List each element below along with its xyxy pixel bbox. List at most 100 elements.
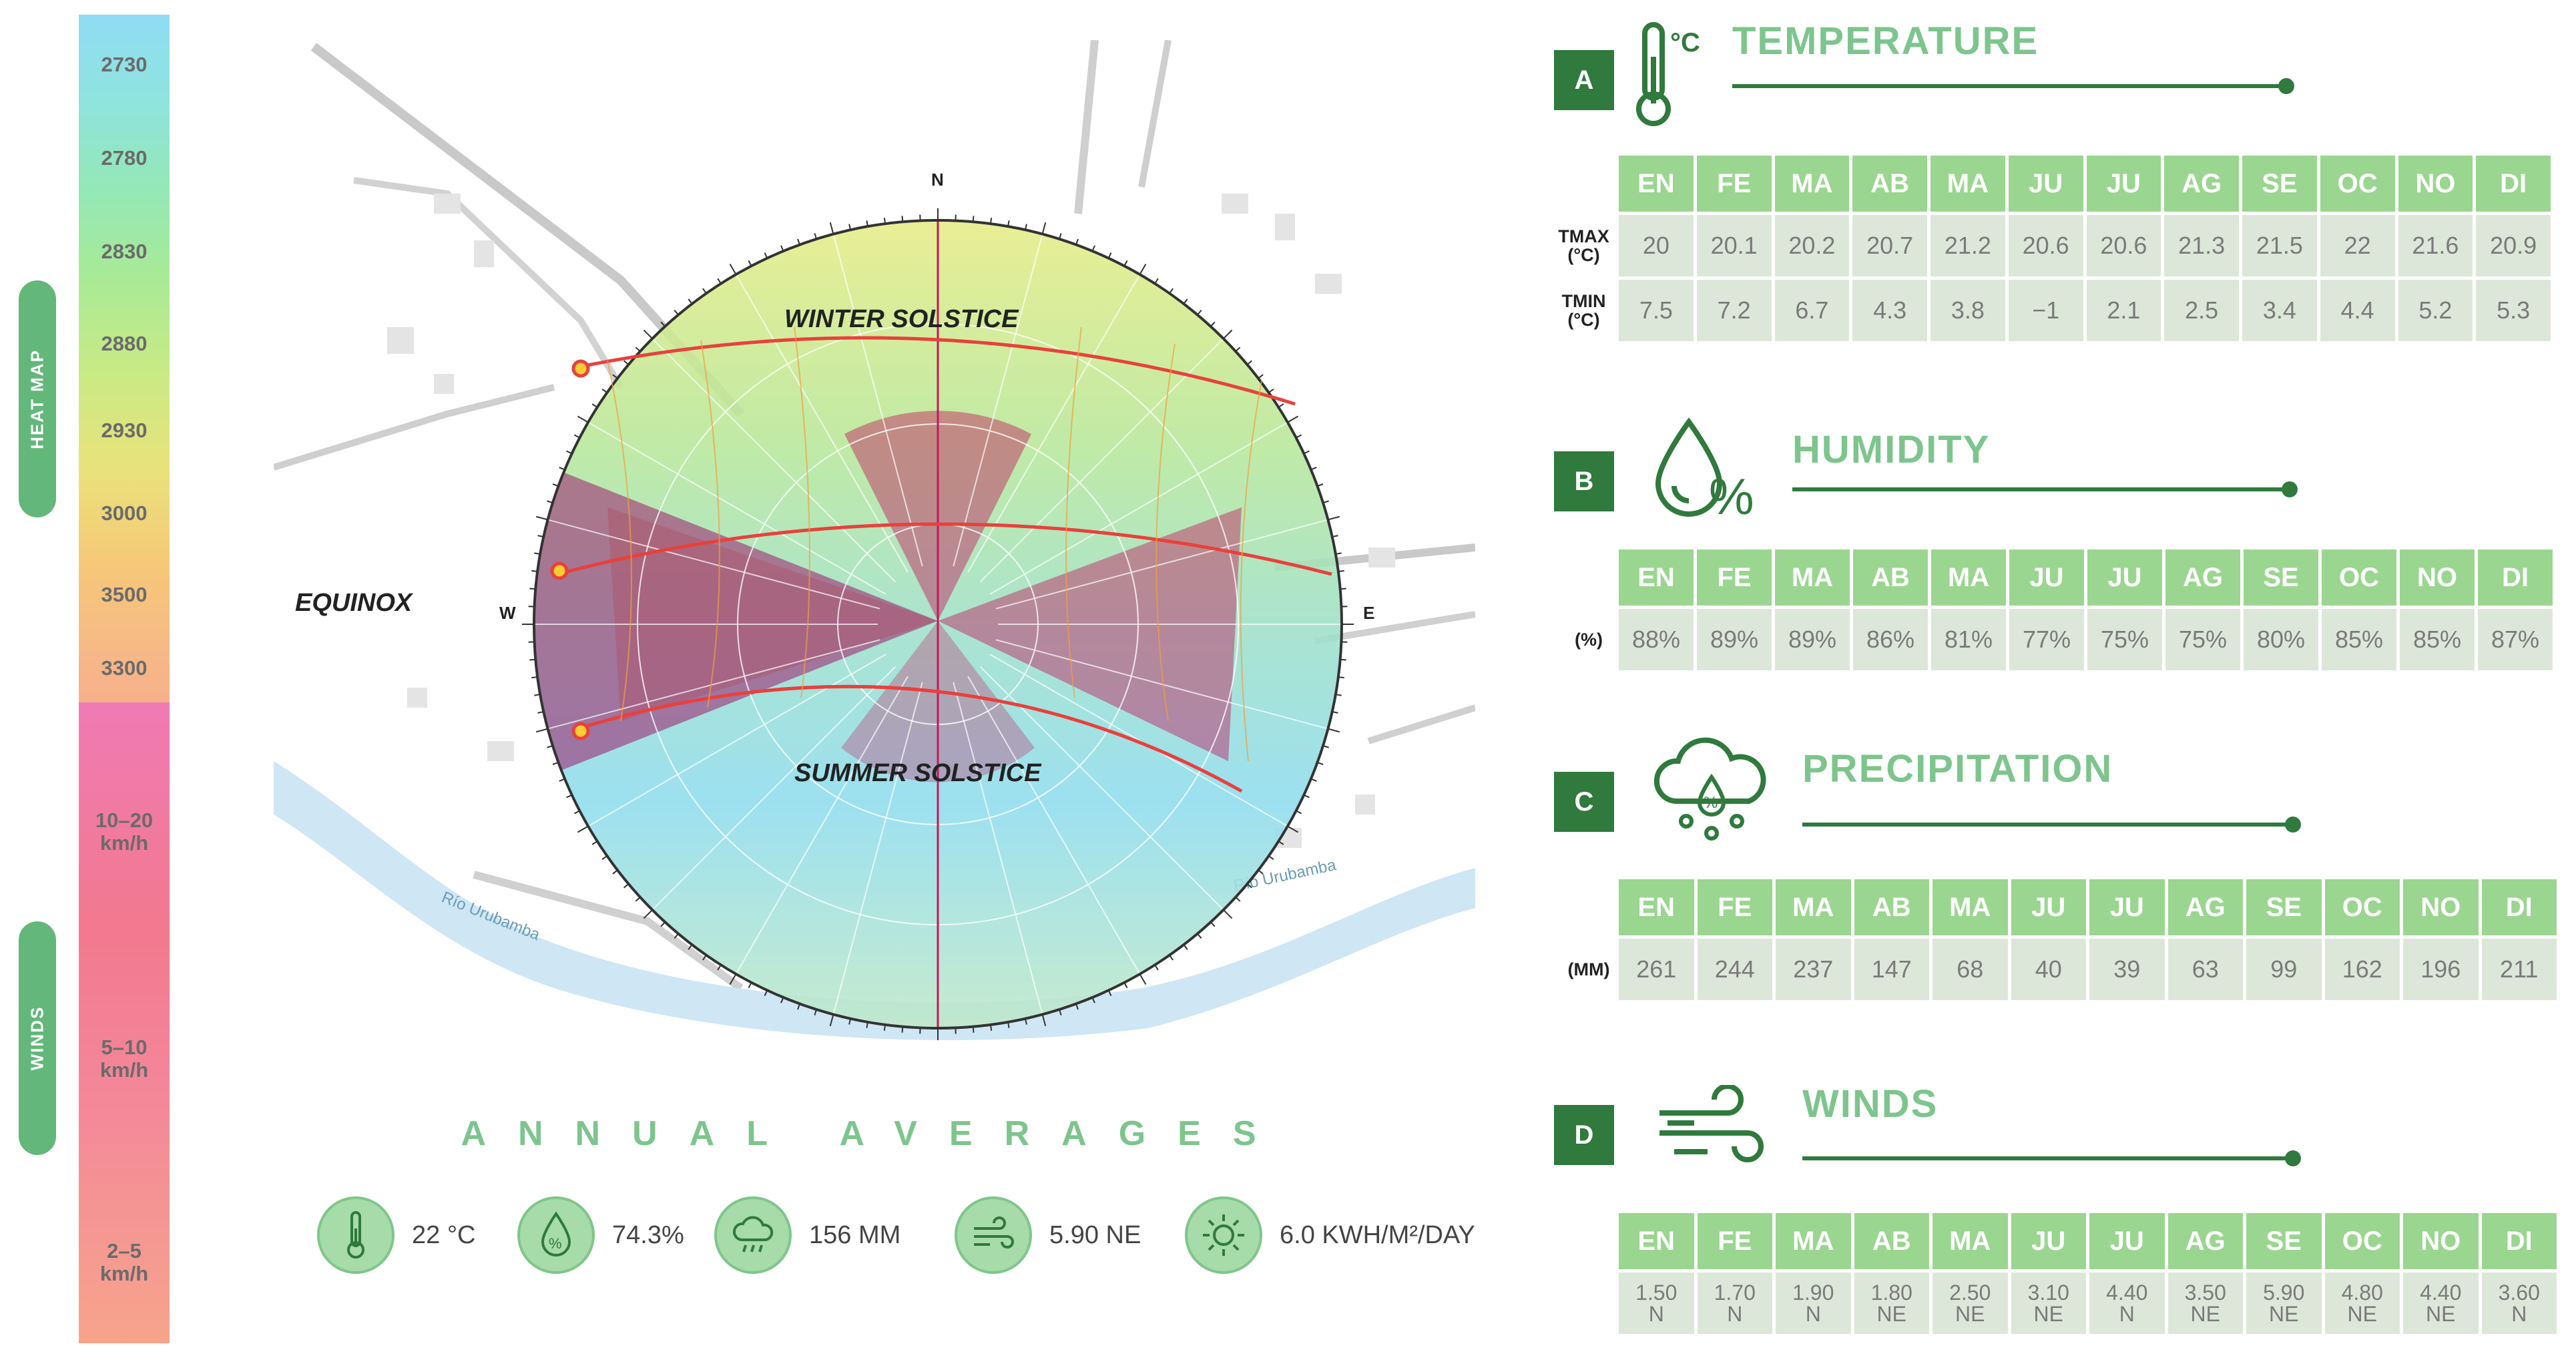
month-header: AB — [1853, 549, 1928, 606]
table-cell: 4.4 — [2320, 280, 2395, 341]
humidity-icon: % — [1642, 414, 1762, 531]
table-cell: 99 — [2246, 939, 2322, 1000]
winds-title: WINDS — [1802, 1082, 1939, 1126]
table-cell: 1.80 NE — [1854, 1273, 1929, 1334]
sun-path-map: Río Urubamba Río Urubamba — [274, 40, 1475, 1042]
color-legend: 2730 2780 2830 2880 2930 3000 3500 3300 10–20 k… — [79, 15, 170, 1343]
winter-solstice-path — [577, 336, 1296, 406]
table-cell: 75% — [2165, 609, 2240, 670]
table-cell: 2.5 — [2164, 280, 2239, 341]
table-cell: 5.3 — [2476, 280, 2551, 341]
table-cell: 3.10 NE — [2011, 1273, 2086, 1334]
table-cell: 4.40 N — [2089, 1273, 2165, 1334]
month-header: AB — [1854, 879, 1929, 935]
table-cell: 77% — [2009, 609, 2084, 670]
table-cell: 39 — [2089, 939, 2165, 1000]
table-cell: 22 — [2320, 215, 2395, 276]
svg-text:%: % — [549, 1235, 562, 1252]
table-cell: −1 — [2008, 280, 2083, 341]
table-cell: 1.50 N — [1619, 1273, 1694, 1334]
month-header: MA — [1930, 156, 2005, 212]
winds-rule — [1802, 1150, 2301, 1166]
table-cell: 3.60 N — [2481, 1273, 2557, 1334]
table-cell: 6.7 — [1774, 280, 1850, 341]
heat-map-tag: HEAT MAP — [19, 280, 56, 517]
table-cell: 20.6 — [2008, 215, 2083, 276]
month-header: AG — [2167, 1213, 2243, 1269]
west-label: W — [499, 603, 516, 623]
table-cell: 211 — [2481, 939, 2557, 1000]
month-header: FE — [1697, 879, 1772, 935]
month-header: NO — [2398, 156, 2473, 212]
table-cell: 147 — [1854, 939, 1929, 1000]
month-header: AG — [2165, 549, 2240, 606]
month-header: JU — [2011, 1213, 2086, 1269]
month-header: MA — [1774, 156, 1850, 212]
month-header: JU — [2089, 1213, 2165, 1269]
month-header: MA — [1775, 549, 1850, 606]
elevation-label: 2880 — [101, 332, 148, 355]
table-cell: 20.6 — [2086, 215, 2161, 276]
month-header: OC — [2324, 879, 2400, 935]
month-header: FE — [1697, 549, 1772, 606]
elevation-label: 2930 — [101, 419, 148, 442]
summer-solstice-label: SUMMER SOLSTICE — [794, 759, 1042, 787]
wind-speed-label: 5–10 km/h — [99, 1036, 149, 1082]
month-header: AG — [2167, 879, 2243, 935]
table-cell: 20.2 — [1774, 215, 1850, 276]
avg-humidity: % 74.3% — [517, 1195, 684, 1275]
wind-icon — [1654, 1084, 1768, 1182]
avg-wind-value: 5.90 NE — [1049, 1220, 1141, 1249]
temperature-table: EN FE MA AB MA JU JU AG SE OC NO DI TMAX (°C) 20 20.1 2… — [1549, 152, 2554, 345]
table-row: TMIN (°C) 7.5 7.2 6.7 4.3 3.8 −1 2.1 2.5 3.4 4.4 5.… — [1552, 280, 2551, 341]
avg-wind: 5.90 NE — [955, 1195, 1141, 1275]
north-label: N — [931, 170, 944, 190]
month-header: AB — [1854, 1213, 1929, 1269]
avg-solar: 6.0 KWH/M²/DAY — [1185, 1195, 1475, 1275]
table-cell: 87% — [2478, 609, 2553, 670]
month-header: JU — [2086, 156, 2161, 212]
month-header: SE — [2246, 879, 2322, 935]
table-cell: 1.90 N — [1776, 1273, 1851, 1334]
winds-label: WINDS — [27, 1005, 47, 1071]
month-header: NO — [2403, 879, 2479, 935]
table-cell: 7.5 — [1619, 280, 1694, 341]
table-row: (%) 88% 89% 89% 86% 81% 77% 75% 75% 80% 85% 85% 87% — [1562, 609, 2553, 670]
table-cell: 81% — [1931, 609, 2006, 670]
month-header: OC — [2324, 1213, 2400, 1269]
row-label — [1562, 1273, 1615, 1334]
row-label: TMAX (°C) — [1558, 226, 1609, 265]
month-header: MA — [1933, 879, 2008, 935]
month-header: MA — [1931, 549, 2006, 606]
month-header: SE — [2246, 1213, 2322, 1269]
thermometer-icon: °C — [1629, 17, 1709, 134]
table-cell: 5.90 NE — [2246, 1273, 2322, 1334]
temperature-title: TEMPERATURE — [1732, 19, 2039, 63]
month-header: OC — [2320, 156, 2395, 212]
month-header: EN — [1619, 156, 1694, 212]
table-cell: 21.3 — [2164, 215, 2239, 276]
svg-text:°C: °C — [1670, 28, 1700, 57]
precipitation-badge: C — [1554, 772, 1614, 832]
elevation-label: 2780 — [101, 146, 148, 170]
table-corner — [1552, 156, 1615, 212]
avg-humidity-value: 74.3% — [612, 1220, 684, 1249]
compass-ticks — [522, 208, 1354, 1040]
table-cell: 85% — [2322, 609, 2396, 670]
elevation-label: 3300 — [101, 656, 148, 680]
row-label: (MM) — [1567, 959, 1610, 979]
table-cell: 237 — [1776, 939, 1851, 1000]
month-header: NO — [2400, 549, 2475, 606]
table-cell: 88% — [1619, 609, 1694, 670]
table-cell: 2.50 NE — [1933, 1273, 2008, 1334]
east-label: E — [1363, 603, 1374, 623]
table-cell: 68 — [1933, 939, 2008, 1000]
heat-map-gradient — [79, 15, 170, 702]
winter-sun-marker — [571, 359, 590, 378]
avg-temperature-value: 22 °C — [412, 1220, 476, 1249]
table-corner — [1562, 879, 1615, 935]
table-cell: 7.2 — [1696, 280, 1772, 341]
table-cell: 3.4 — [2242, 280, 2317, 341]
equinox-path — [557, 522, 1332, 576]
humidity-icon: % — [517, 1196, 595, 1274]
